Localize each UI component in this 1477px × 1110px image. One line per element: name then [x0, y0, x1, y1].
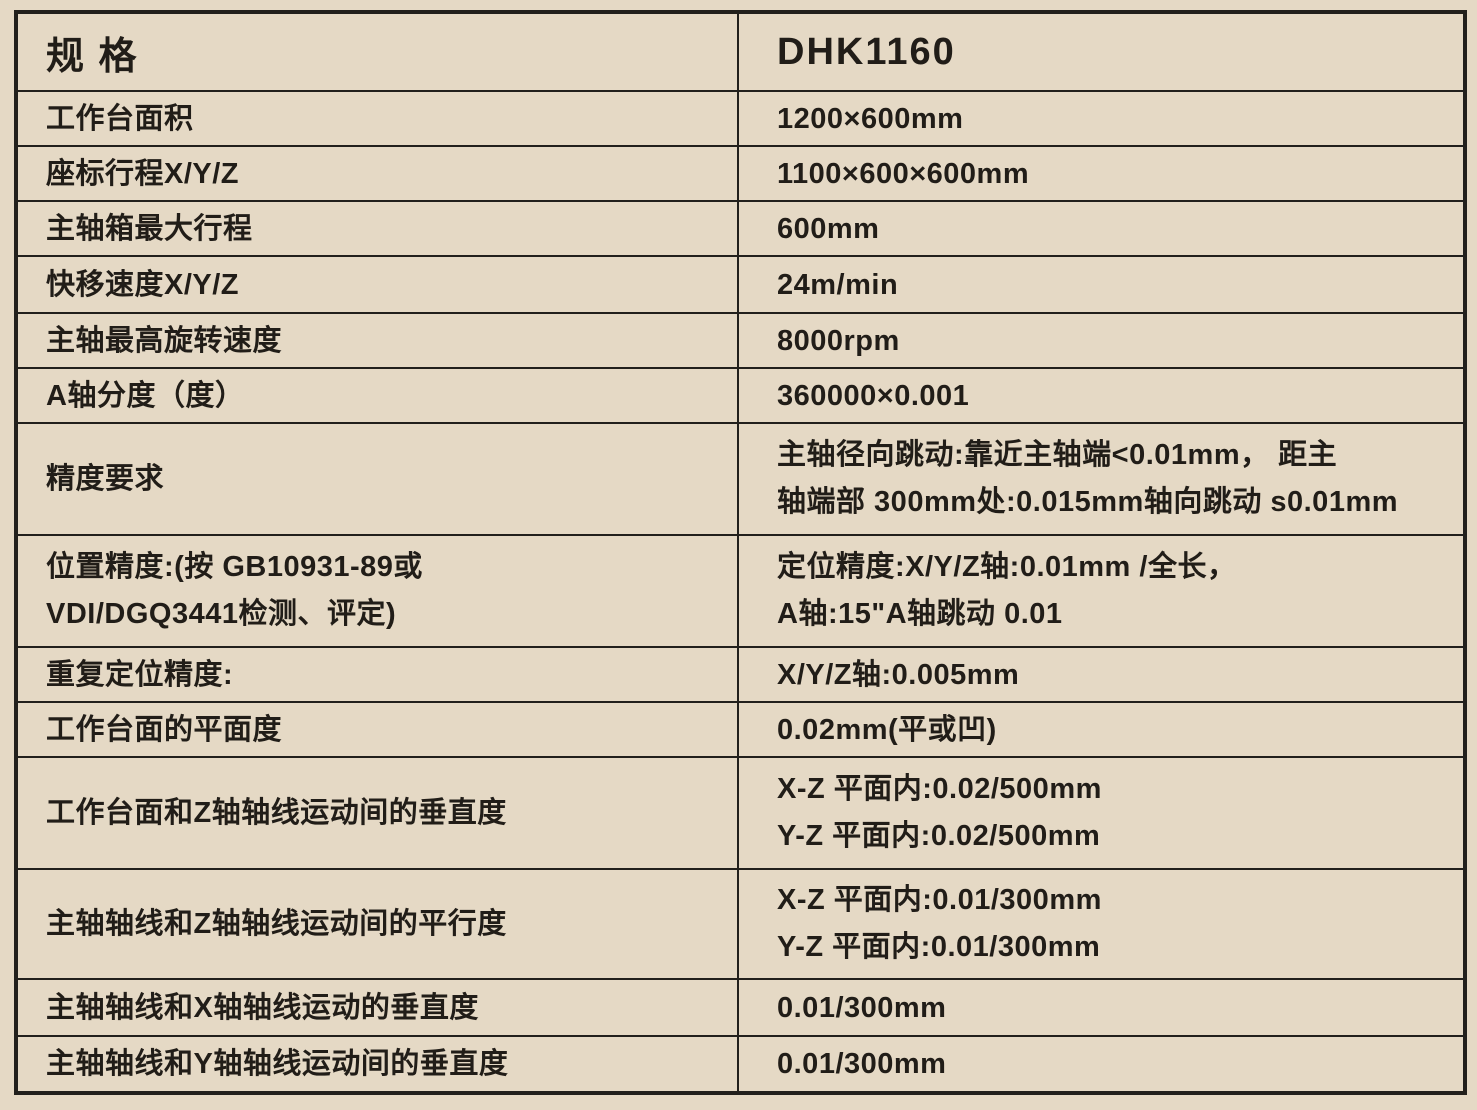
spec-value-cell: 定位精度:X/Y/Z轴:0.01mm /全长， A轴:15"A轴跳动 0.01 — [737, 534, 1466, 648]
spec-label: 快移速度X/Y/Z — [46, 268, 240, 301]
spec-label-cell: 工作台面的平面度 — [15, 701, 739, 758]
spec-label-line: VDI/DGQ3441检测、评定) — [46, 598, 397, 630]
spec-value-line: X-Z 平面内:0.01/300mm — [777, 884, 1102, 916]
spec-value-cell: 360000×0.001 — [737, 367, 1466, 424]
table-row: 工作台面的平面度 0.02mm(平或凹) — [15, 701, 1466, 758]
spec-value-cell: X-Z 平面内:0.01/300mm Y-Z 平面内:0.01/300mm — [737, 868, 1466, 980]
spec-label-cell: 主轴轴线和Y轴轴线运动间的垂直度 — [15, 1035, 739, 1094]
spec-value-line: 定位精度:X/Y/Z轴:0.01mm /全长， — [777, 551, 1237, 583]
spec-value-cell: 0.01/300mm — [737, 1035, 1466, 1094]
spec-label: 主轴轴线和X轴轴线运动的垂直度 — [46, 991, 479, 1024]
spec-value-cell: 主轴径向跳动:靠近主轴端<0.01mm， 距主 轴端部 300mm处:0.015… — [737, 422, 1466, 536]
spec-label: 主轴最高旋转速度 — [46, 324, 283, 357]
spec-value: 8000rpm — [777, 324, 900, 357]
spec-value: 1200×600mm — [777, 102, 964, 135]
spec-label-cell: 主轴最高旋转速度 — [15, 312, 739, 369]
spec-value-cell: 1100×600×600mm — [737, 145, 1466, 202]
spec-label-cell: 座标行程X/Y/Z — [15, 145, 739, 202]
spec-label: 主轴轴线和Y轴轴线运动间的垂直度 — [46, 1048, 509, 1080]
spec-label: 主轴轴线和Z轴轴线运动间的平行度 — [46, 908, 507, 940]
table-row: 精度要求 主轴径向跳动:靠近主轴端<0.01mm， 距主 轴端部 300mm处:… — [15, 422, 1466, 536]
header-model-cell: DHK1160 — [737, 11, 1466, 92]
spec-label-cell: 工作台面积 — [15, 90, 739, 147]
table-row: 主轴轴线和Y轴轴线运动间的垂直度 0.01/300mm — [15, 1035, 1466, 1094]
spec-label: 座标行程X/Y/Z — [46, 157, 240, 190]
header-model-label: DHK1160 — [777, 30, 956, 73]
spec-value: 600mm — [777, 212, 880, 245]
spec-label: 工作台面和Z轴轴线运动间的垂直度 — [46, 797, 507, 829]
spec-label: A轴分度（度） — [46, 379, 245, 412]
spec-value-line: Y-Z 平面内:0.02/500mm — [777, 820, 1101, 852]
spec-label: 重复定位精度: — [46, 658, 234, 691]
spec-label-cell: 位置精度:(按 GB10931-89或 VDI/DGQ3441检测、评定) — [15, 534, 739, 648]
table-row: 座标行程X/Y/Z 1100×600×600mm — [15, 145, 1466, 202]
table-row: A轴分度（度） 360000×0.001 — [15, 367, 1466, 424]
table-row: 重复定位精度: X/Y/Z轴:0.005mm — [15, 646, 1466, 703]
spec-value: 360000×0.001 — [777, 379, 970, 412]
spec-value: 0.02mm(平或凹) — [777, 713, 997, 746]
spec-value-cell: 8000rpm — [737, 312, 1466, 369]
spec-label-cell: 快移速度X/Y/Z — [15, 255, 739, 314]
spec-label-cell: 主轴箱最大行程 — [15, 200, 739, 257]
table-header-row: 规 格 DHK1160 — [15, 11, 1466, 92]
header-spec-label: 规 格 — [46, 35, 139, 78]
spec-value-cell: 600mm — [737, 200, 1466, 257]
spec-value-line: Y-Z 平面内:0.01/300mm — [777, 931, 1101, 963]
spec-value-cell: 0.01/300mm — [737, 978, 1466, 1037]
spec-value-cell: X/Y/Z轴:0.005mm — [737, 646, 1466, 703]
spec-value-line: 主轴径向跳动:靠近主轴端<0.01mm， 距主 — [777, 439, 1338, 471]
spec-label-cell: A轴分度（度） — [15, 367, 739, 424]
spec-label: 工作台面的平面度 — [46, 713, 283, 746]
spec-value: 1100×600×600mm — [777, 157, 1030, 190]
spec-value: 0.01/300mm — [777, 991, 947, 1024]
table-row: 工作台面积 1200×600mm — [15, 90, 1466, 147]
spec-label: 工作台面积 — [46, 102, 194, 135]
spec-value-line: 轴端部 300mm处:0.015mm轴向跳动 s0.01mm — [777, 486, 1399, 518]
spec-label-cell: 精度要求 — [15, 422, 739, 536]
table-row: 快移速度X/Y/Z 24m/min — [15, 255, 1466, 314]
spec-label-cell: 主轴轴线和Z轴轴线运动间的平行度 — [15, 868, 739, 980]
spec-value: X/Y/Z轴:0.005mm — [777, 658, 1020, 691]
table-row: 主轴轴线和X轴轴线运动的垂直度 0.01/300mm — [15, 978, 1466, 1037]
spec-label: 主轴箱最大行程 — [46, 212, 253, 245]
spec-label-cell: 工作台面和Z轴轴线运动间的垂直度 — [15, 756, 739, 870]
spec-value-line: A轴:15"A轴跳动 0.01 — [777, 598, 1063, 630]
table-row: 位置精度:(按 GB10931-89或 VDI/DGQ3441检测、评定) 定位… — [15, 534, 1466, 648]
table-row: 主轴轴线和Z轴轴线运动间的平行度 X-Z 平面内:0.01/300mm Y-Z … — [15, 868, 1466, 980]
spec-value: 24m/min — [777, 268, 899, 301]
header-spec-cell: 规 格 — [15, 11, 739, 92]
spec-value-cell: 24m/min — [737, 255, 1466, 314]
spec-label-line: 位置精度:(按 GB10931-89或 — [46, 551, 423, 583]
spec-value: 0.01/300mm — [777, 1048, 947, 1080]
spec-label-cell: 重复定位精度: — [15, 646, 739, 703]
spec-value-cell: 0.02mm(平或凹) — [737, 701, 1466, 758]
spec-value-cell: 1200×600mm — [737, 90, 1466, 147]
table-row: 工作台面和Z轴轴线运动间的垂直度 X-Z 平面内:0.02/500mm Y-Z … — [15, 756, 1466, 870]
spec-value-cell: X-Z 平面内:0.02/500mm Y-Z 平面内:0.02/500mm — [737, 756, 1466, 870]
spec-label-cell: 主轴轴线和X轴轴线运动的垂直度 — [15, 978, 739, 1037]
table-row: 主轴箱最大行程 600mm — [15, 200, 1466, 257]
table-row: 主轴最高旋转速度 8000rpm — [15, 312, 1466, 369]
spec-table: 规 格 DHK1160 工作台面积 1200×600mm 座标行程X/Y/Z 1… — [14, 10, 1467, 1095]
spec-value-line: X-Z 平面内:0.02/500mm — [777, 773, 1102, 805]
spec-label: 精度要求 — [46, 463, 165, 495]
